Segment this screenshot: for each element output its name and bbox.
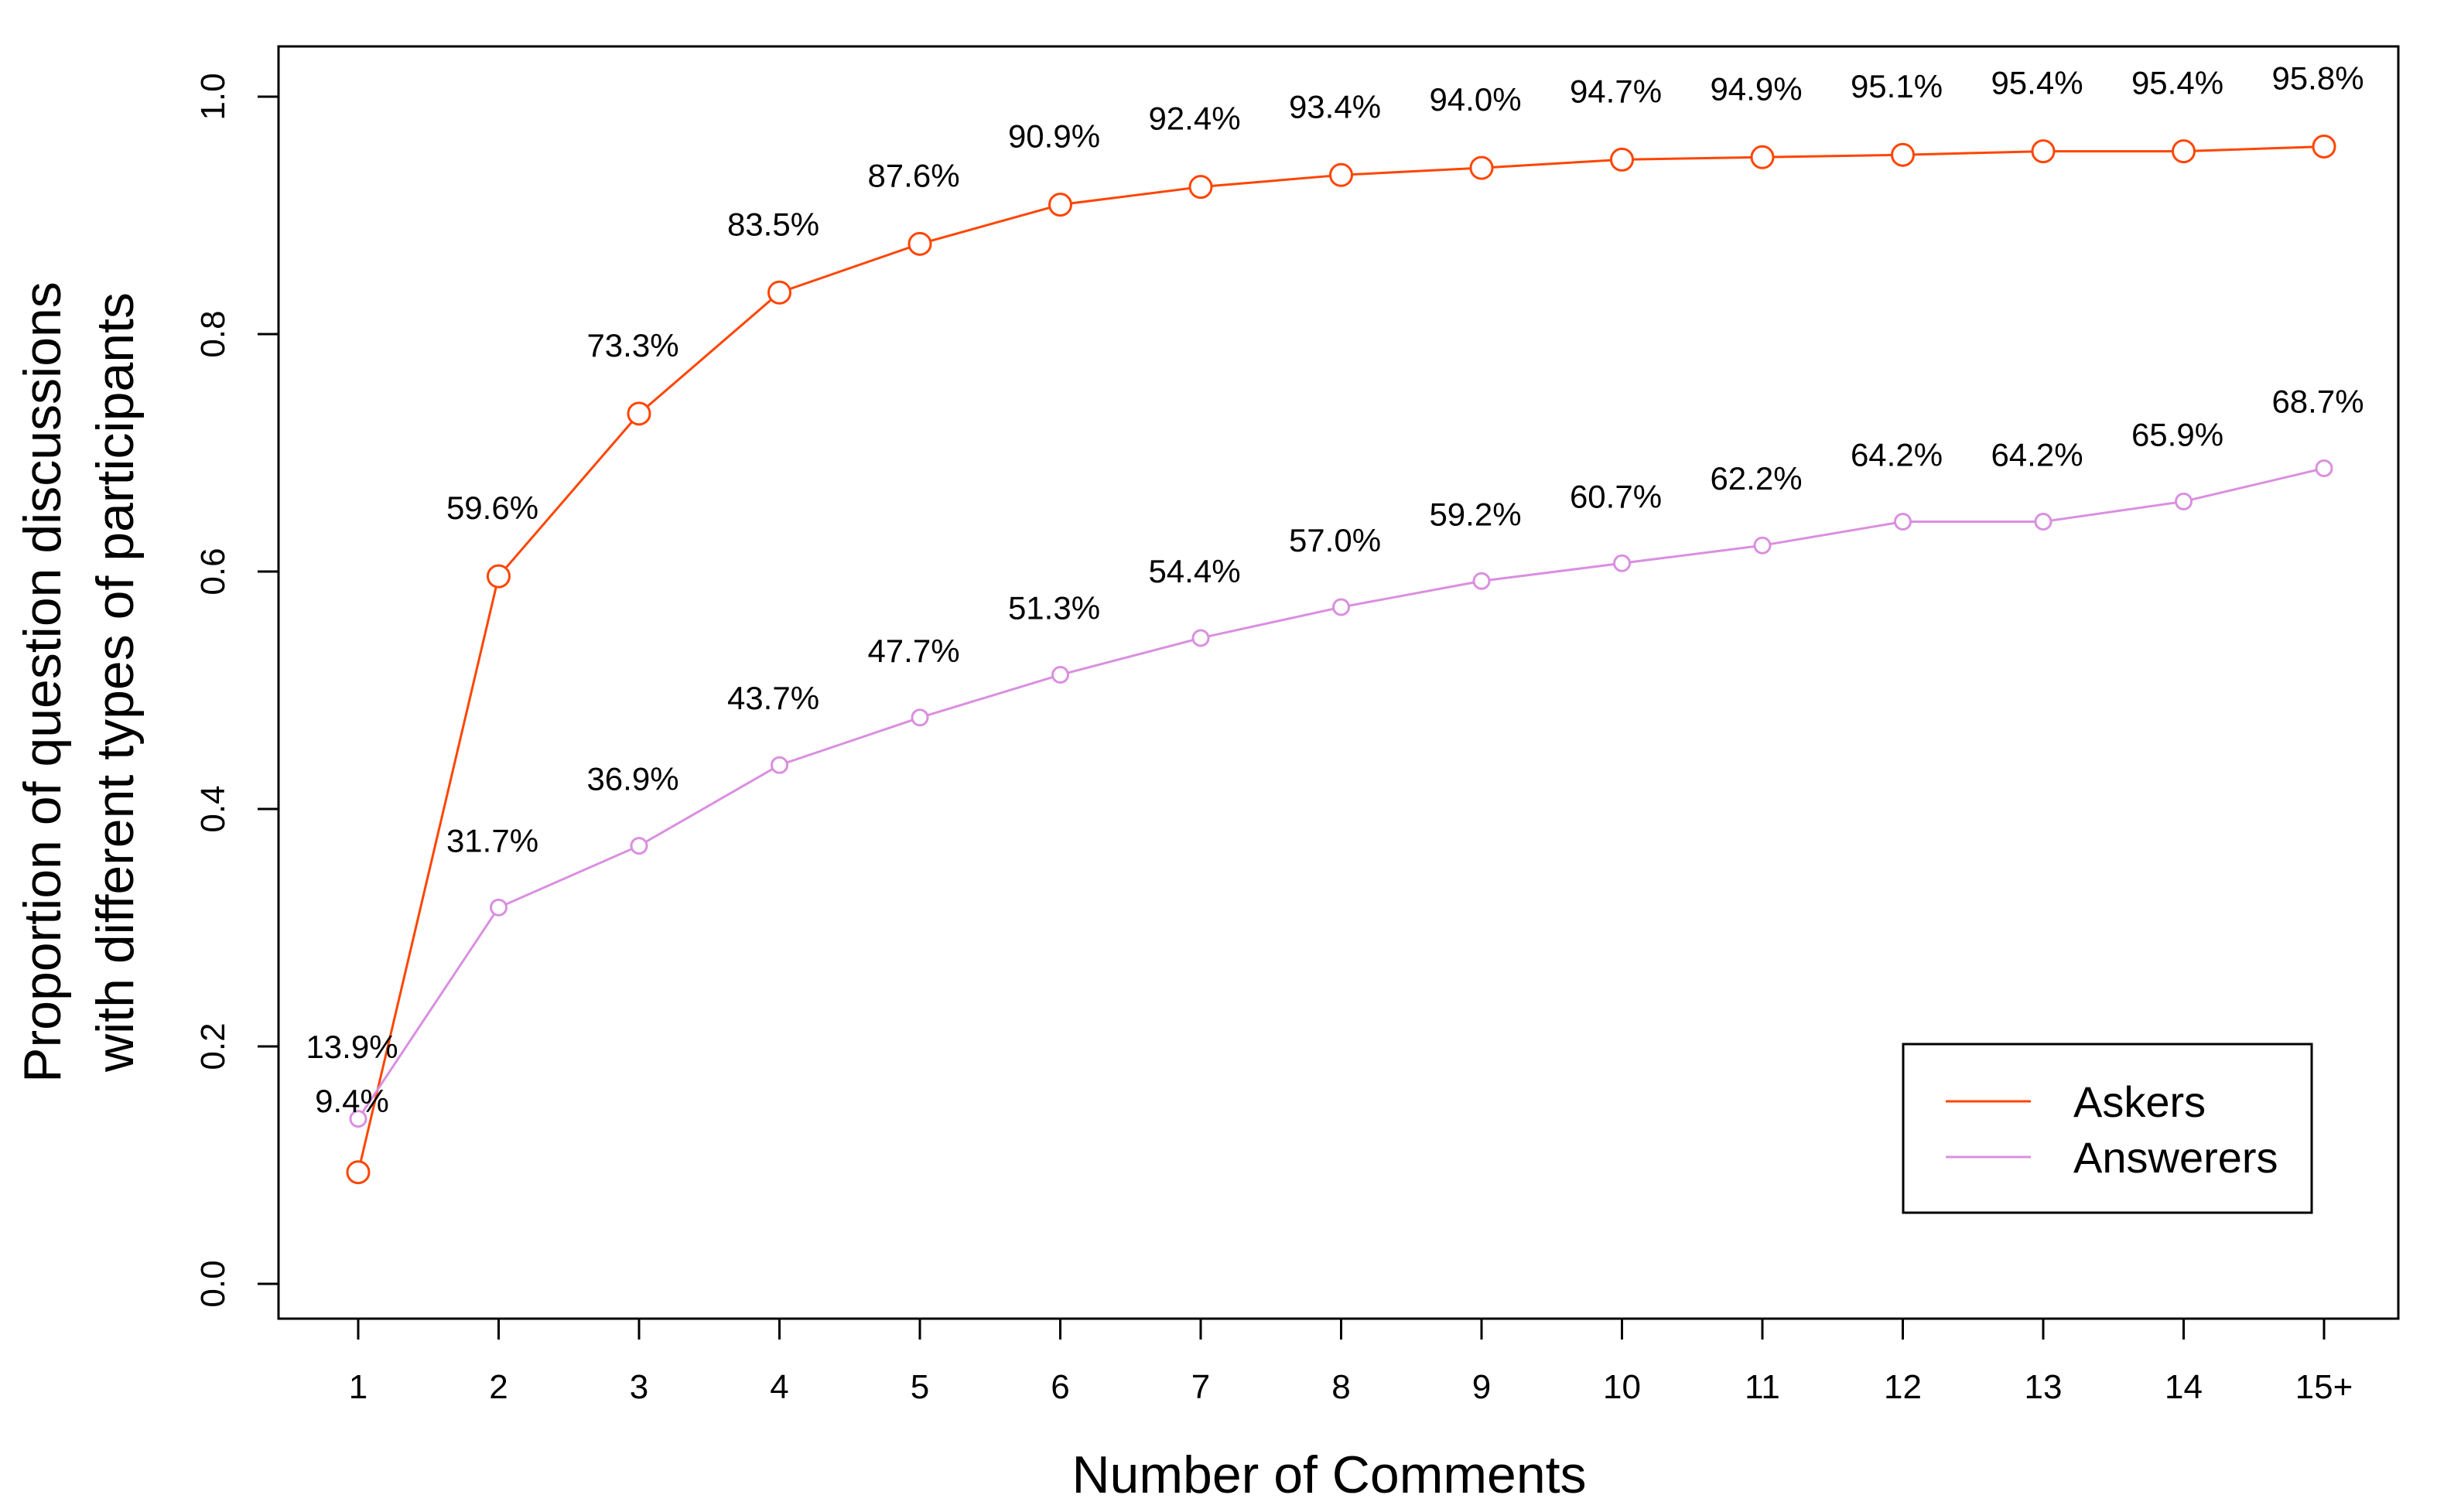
data-point-askers bbox=[1891, 142, 1915, 167]
x-tick-label: 6 bbox=[1051, 1368, 1069, 1406]
data-label-layer: 9.4% 59.6% 73.3% 83.5% 87.6% 90.9% 92.4% 93.4% 9… bbox=[306, 60, 2364, 1119]
y-tick-label: 1.0 bbox=[194, 73, 232, 120]
x-tick-label: 8 bbox=[1331, 1368, 1350, 1406]
data-point-askers bbox=[346, 1160, 371, 1185]
data-label-askers: 92.4% bbox=[1148, 101, 1240, 137]
x-tick-label: 4 bbox=[770, 1368, 788, 1406]
data-point-answerers bbox=[2034, 513, 2052, 531]
data-point-answerers bbox=[1894, 513, 1912, 531]
y-axis-title-line-1: Proportion of question discussions bbox=[13, 282, 72, 1083]
data-label-askers: 95.1% bbox=[1851, 68, 1943, 104]
data-label-answerers: 64.2% bbox=[1851, 437, 1943, 473]
legend-box bbox=[1902, 1043, 2313, 1214]
data-label-askers: 94.7% bbox=[1570, 73, 1662, 109]
y-tick-label: 0.2 bbox=[194, 1022, 232, 1070]
data-point-answerers bbox=[1753, 536, 1772, 555]
data-label-answerers: 43.7% bbox=[727, 680, 819, 716]
data-label-askers: 95.4% bbox=[2131, 65, 2223, 101]
series-layer bbox=[346, 134, 2336, 1185]
data-label-answerers: 57.0% bbox=[1289, 522, 1381, 558]
data-point-answerers bbox=[630, 837, 648, 855]
data-point-answerers bbox=[2315, 459, 2333, 477]
data-point-askers bbox=[2172, 139, 2196, 164]
data-point-answerers bbox=[1051, 666, 1069, 684]
data-point-askers bbox=[1469, 155, 1494, 180]
data-point-answerers bbox=[1191, 629, 1210, 647]
y-tick-label: 0.6 bbox=[194, 548, 232, 595]
data-label-answerers: 13.9% bbox=[306, 1029, 398, 1065]
data-point-askers bbox=[627, 401, 651, 426]
data-point-answerers bbox=[349, 1110, 367, 1128]
data-label-answerers: 51.3% bbox=[1008, 590, 1100, 626]
data-point-askers bbox=[1750, 145, 1775, 169]
data-label-askers: 9.4% bbox=[315, 1083, 389, 1119]
data-label-answerers: 62.2% bbox=[1710, 460, 1802, 497]
y-axis: 0.0 0.2 0.4 0.6 0.8 1.0 bbox=[194, 73, 280, 1308]
data-point-answerers bbox=[1332, 598, 1350, 616]
x-tick-label: 3 bbox=[630, 1368, 648, 1406]
x-tick-label: 13 bbox=[2025, 1368, 2063, 1406]
y-tick-label: 0.4 bbox=[194, 785, 232, 832]
data-label-answerers: 64.2% bbox=[1991, 437, 2083, 473]
data-point-askers bbox=[487, 564, 511, 589]
x-tick-label: 11 bbox=[1745, 1368, 1780, 1406]
data-label-askers: 73.3% bbox=[586, 327, 678, 363]
data-point-askers bbox=[1048, 193, 1072, 217]
x-tick-label: 2 bbox=[489, 1368, 508, 1406]
data-label-askers: 93.4% bbox=[1289, 88, 1381, 125]
x-tick-label: 10 bbox=[1603, 1368, 1641, 1406]
data-label-answerers: 59.2% bbox=[1429, 496, 1521, 532]
y-tick-label: 0.0 bbox=[194, 1260, 232, 1307]
data-point-answerers bbox=[911, 708, 929, 727]
data-label-answerers: 47.7% bbox=[867, 633, 959, 669]
legend: Askers Answerers bbox=[1902, 1043, 2313, 1214]
data-label-answerers: 31.7% bbox=[446, 822, 538, 858]
data-label-askers: 83.5% bbox=[727, 206, 819, 242]
x-tick-label: 14 bbox=[2165, 1368, 2203, 1406]
x-tick-label: 15+ bbox=[2295, 1368, 2353, 1406]
x-tick-label: 1 bbox=[349, 1368, 367, 1406]
data-point-askers bbox=[2031, 139, 2056, 164]
data-point-askers bbox=[1329, 162, 1353, 187]
data-label-askers: 87.6% bbox=[867, 157, 959, 193]
data-point-askers bbox=[907, 231, 932, 256]
legend-label-askers: Askers bbox=[2073, 1077, 2206, 1126]
data-point-answerers bbox=[1613, 554, 1631, 572]
data-label-answerers: 60.7% bbox=[1570, 478, 1662, 514]
legend-label-answerers: Answerers bbox=[2073, 1133, 2278, 1182]
data-label-askers: 94.9% bbox=[1710, 70, 1802, 107]
data-point-askers bbox=[1610, 147, 1634, 172]
series-line-askers bbox=[357, 145, 2325, 1173]
y-tick-label: 0.8 bbox=[194, 310, 232, 357]
data-point-answerers bbox=[771, 756, 788, 774]
x-tick-label: 9 bbox=[1472, 1368, 1491, 1406]
data-point-answerers bbox=[2175, 492, 2193, 510]
data-label-askers: 90.9% bbox=[1008, 118, 1100, 155]
data-label-answerers: 68.7% bbox=[2271, 383, 2364, 419]
x-tick-label: 7 bbox=[1191, 1368, 1210, 1406]
data-label-askers: 94.0% bbox=[1429, 81, 1521, 118]
data-point-answerers bbox=[1472, 572, 1491, 590]
data-label-askers: 59.6% bbox=[446, 490, 538, 526]
x-axis: 1 2 3 4 5 6 7 8 9 10 11 12 13 14 15+ bbox=[349, 1317, 2353, 1406]
x-tick-label: 12 bbox=[1884, 1368, 1922, 1406]
y-axis-title-line-2: with different types of participants bbox=[86, 292, 145, 1073]
data-point-askers bbox=[2312, 134, 2336, 159]
data-label-askers: 95.8% bbox=[2271, 60, 2364, 96]
data-label-answerers: 65.9% bbox=[2131, 416, 2223, 452]
data-label-answerers: 54.4% bbox=[1148, 553, 1240, 589]
data-point-askers bbox=[767, 280, 791, 305]
data-label-answerers: 36.9% bbox=[586, 761, 678, 797]
data-point-askers bbox=[1188, 175, 1213, 200]
data-label-askers: 95.4% bbox=[1991, 65, 2083, 101]
x-tick-label: 5 bbox=[911, 1368, 929, 1406]
data-point-answerers bbox=[490, 898, 508, 916]
x-axis-title: Number of Comments bbox=[1072, 1445, 1586, 1504]
